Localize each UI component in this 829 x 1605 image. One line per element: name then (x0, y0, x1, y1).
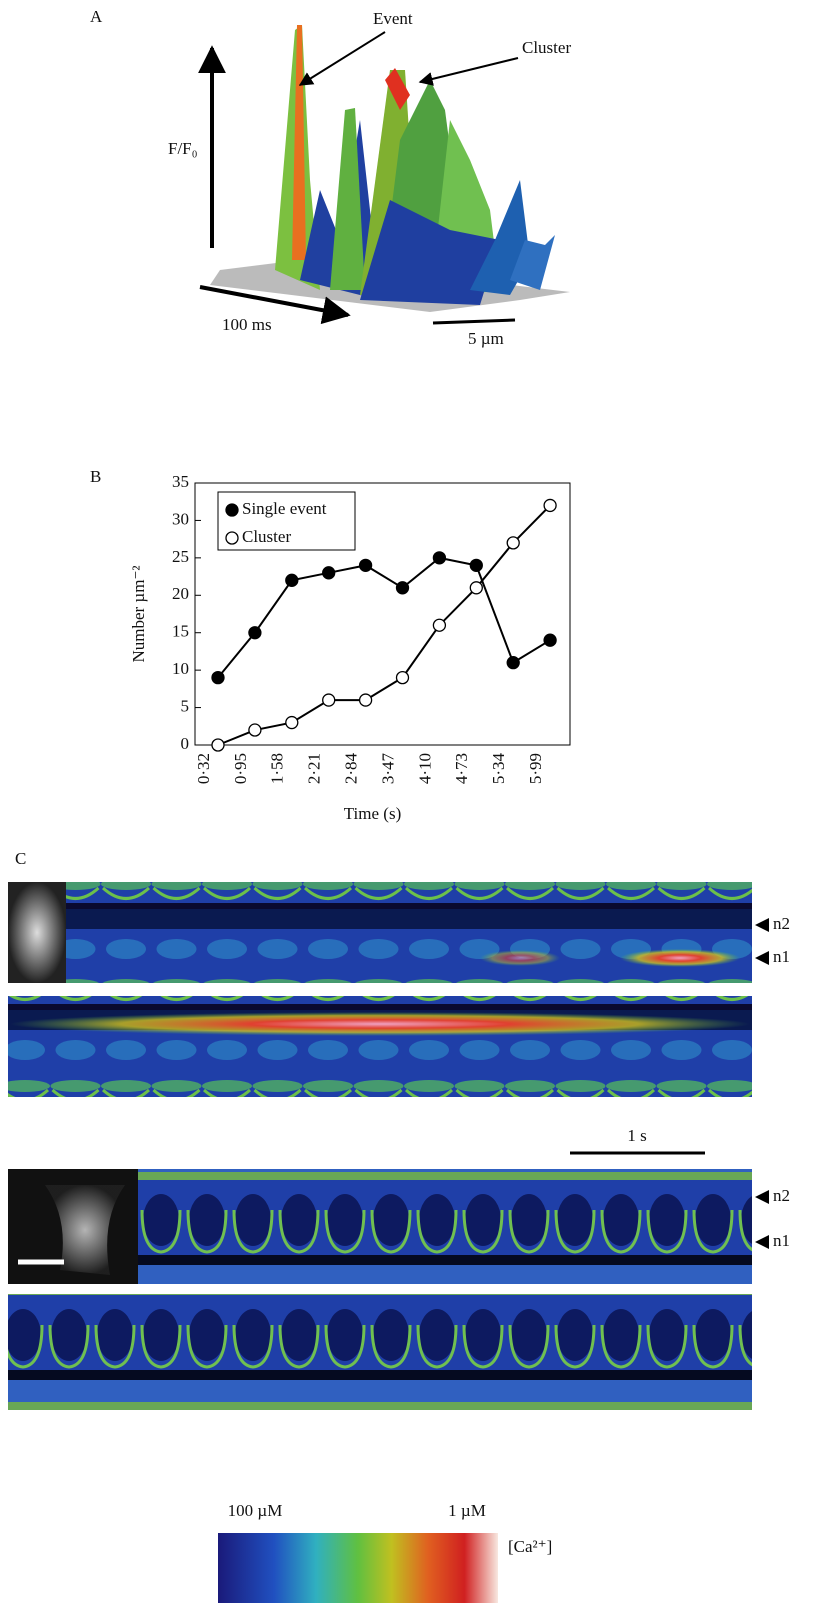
x-tick-label: 2·21 (305, 753, 324, 784)
point (432, 551, 447, 565)
image-frame (8, 882, 66, 983)
point (358, 558, 373, 572)
point (432, 618, 447, 632)
y-tick-label: 25 (172, 547, 189, 566)
x-tick-label: 0·32 (194, 753, 213, 784)
marker-arrow (755, 1190, 769, 1249)
x-tick-label: 5·34 (489, 753, 508, 785)
scale-label: 1 s (627, 1126, 646, 1145)
marker-label: n2 (773, 1186, 790, 1205)
marker-label: n1 (773, 1231, 790, 1250)
annotation: Event (373, 9, 413, 28)
image-strip (8, 1294, 752, 1410)
y-tick-label: 20 (172, 584, 189, 603)
y-axis-label: Number µm⁻² (129, 565, 148, 662)
point (506, 536, 520, 550)
plot-frame (194, 482, 571, 746)
legend-box (217, 491, 356, 551)
point (322, 566, 336, 580)
legend-marker (225, 531, 239, 545)
scale-label: 100 ms (222, 315, 272, 334)
arrow (199, 285, 351, 325)
point (395, 670, 410, 685)
series-line (217, 556, 551, 679)
marker-arrow (755, 918, 769, 965)
point (248, 723, 262, 737)
point (211, 670, 225, 685)
x-tick-label: 4·73 (452, 753, 471, 784)
colorbar-title: [Ca²⁺] (508, 1537, 552, 1556)
chart: B 0 5 10 15 20 25 30 35 0·32 0·95 1·58 2·21 2·84 3·47 4… (90, 467, 571, 823)
image-strip (8, 882, 752, 983)
point (395, 581, 410, 595)
arrow (418, 57, 519, 86)
series-line (217, 504, 551, 746)
x-tick-label: 3·47 (378, 753, 397, 785)
marker-label: n1 (773, 947, 790, 966)
marker-label: n2 (773, 914, 790, 933)
point (543, 633, 557, 647)
point (358, 693, 373, 707)
y-tick-label: 15 (172, 622, 189, 641)
colorbar (218, 1533, 498, 1603)
point (543, 498, 557, 513)
panel-label: A (90, 7, 103, 26)
x-axis-label: Time (s) (344, 804, 401, 823)
cell (45, 1185, 125, 1275)
x-tick-label: 1·58 (268, 753, 287, 784)
point (285, 573, 299, 587)
surface-plot (210, 25, 570, 312)
scale-label: 5 µm (468, 329, 504, 348)
colorbar-label: 1 µM (448, 1501, 486, 1520)
annotation: Cluster (522, 38, 571, 57)
point (285, 715, 299, 730)
x-tick-label: 5·99 (526, 753, 545, 784)
legend-label: Single event (242, 499, 327, 518)
point (248, 626, 262, 640)
y-tick-label: 35 (172, 472, 189, 491)
x-tick-label: 2·84 (342, 753, 361, 785)
legend-marker (225, 503, 239, 517)
point (506, 656, 520, 670)
y-tick-label: 5 (181, 696, 190, 715)
panel-label: B (90, 467, 101, 486)
point (469, 581, 483, 595)
point (211, 738, 225, 752)
axis-label: F/F₀ (168, 139, 198, 158)
x-tick-label: 4·10 (415, 753, 434, 784)
panel-label: C (15, 849, 26, 868)
legend-label: Cluster (242, 527, 291, 546)
x-tick-label: 0·95 (231, 753, 250, 784)
point (322, 693, 336, 707)
point (469, 558, 483, 572)
colorbar-label: 100 µM (228, 1501, 283, 1520)
y-tick-label: 0 (181, 734, 190, 753)
hot-spots (10, 949, 750, 1036)
arrow (298, 31, 386, 86)
scale-bar (432, 318, 516, 325)
y-tick-label: 10 (172, 659, 189, 678)
y-tick-label: 30 (172, 509, 189, 528)
image-strip (8, 996, 752, 1097)
